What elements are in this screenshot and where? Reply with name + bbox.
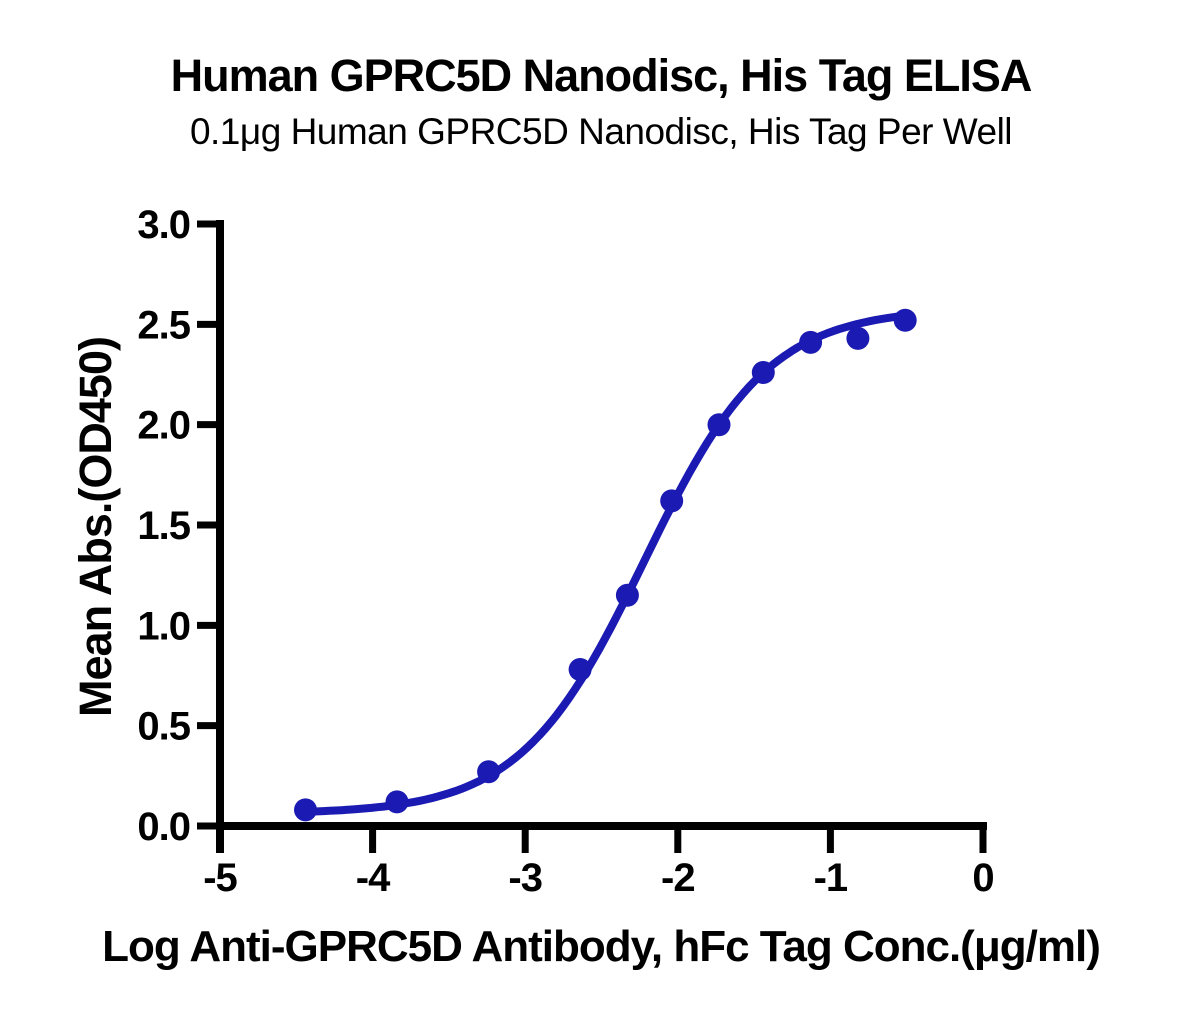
- chart-subtitle: 0.1μg Human GPRC5D Nanodisc, His Tag Per…: [189, 111, 1013, 152]
- y-tick-label: 2.0: [137, 404, 190, 448]
- y-tick-label: 0.5: [137, 705, 190, 749]
- data-point: [751, 361, 775, 384]
- data-point: [568, 658, 592, 681]
- x-tick-label: -4: [356, 856, 391, 900]
- data-point: [615, 583, 639, 607]
- data-point: [294, 798, 317, 822]
- x-tick-label: -1: [814, 856, 848, 900]
- fit-curve: [301, 311, 910, 816]
- chart-title: Human GPRC5D Nanodisc, His Tag ELISA: [170, 50, 1033, 101]
- data-point: [707, 413, 731, 437]
- x-axis-title: Log Anti-GPRC5D Antibody, hFc Tag Conc.(…: [102, 922, 1101, 971]
- x-tick-label: -2: [661, 856, 695, 900]
- x-tick-label: -3: [508, 856, 542, 900]
- x-tick-label: -5: [203, 856, 237, 900]
- y-tick-label: 1.5: [137, 504, 190, 548]
- data-point: [660, 489, 684, 513]
- x-tick-label: 0: [972, 856, 993, 900]
- data-point: [477, 760, 501, 784]
- y-tick-label: 2.5: [137, 303, 190, 347]
- data-point: [385, 790, 409, 814]
- data-point: [893, 308, 917, 332]
- y-tick-label: 1.0: [137, 604, 190, 648]
- y-tick-label: 3.0: [137, 203, 190, 247]
- data-point: [799, 330, 823, 354]
- y-tick-label: 0.0: [137, 805, 190, 849]
- data-point: [846, 326, 870, 350]
